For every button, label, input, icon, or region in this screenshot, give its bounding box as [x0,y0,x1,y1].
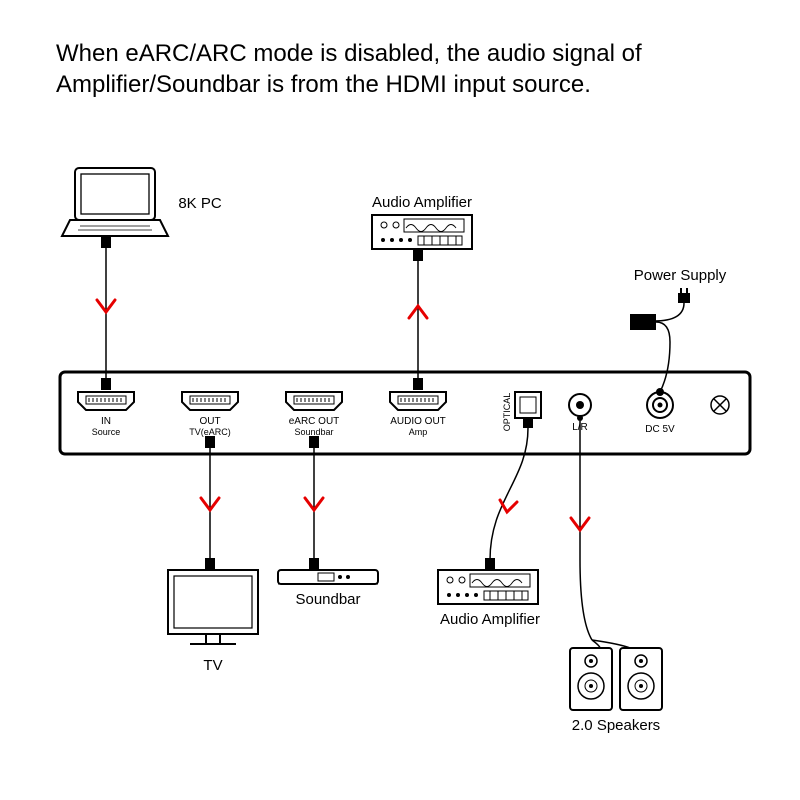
soundbar-label: Soundbar [295,591,360,608]
cable-amp-top [409,249,427,390]
cable-pc [97,236,115,390]
port-label-in-1: IN [101,416,111,427]
cable-amp-bottom [485,418,533,570]
hdmi-port-out-tv: OUT TV(eARC) [182,392,238,437]
speakers-icon: 2.0 Speakers [570,648,662,734]
power-supply-icon: Power Supply [630,267,727,396]
hdmi-port-audio-out: AUDIO OUT Amp [390,392,446,437]
port-label-out1-1: OUT [199,416,220,427]
amplifier-bottom-icon [438,570,538,604]
amp-bot-label: Audio Amplifier [440,611,540,628]
port-label-out3-1: AUDIO OUT [390,416,446,427]
amp-top-label: Audio Amplifier [372,194,472,211]
port-label-out2-2: Soundbar [294,427,333,437]
tv-label: TV [203,657,222,674]
pc-label: 8K PC [178,195,222,212]
tv-icon: TV [168,570,258,674]
cable-speakers [571,415,630,648]
cable-soundbar [305,436,323,570]
optical-label: OPTICAL [502,393,512,432]
dc-label: DC 5V [645,424,675,435]
hdmi-port-earc: eARC OUT Soundbar [286,392,342,437]
laptop-icon: 8K PC [62,168,222,236]
diagram-stage: IN Source OUT TV(eARC) eARC OUT Soundbar… [0,0,800,800]
soundbar-icon: Soundbar [278,570,378,608]
hdmi-port-in: IN Source [78,392,134,437]
screw-icon [711,396,729,414]
port-label-out2-1: eARC OUT [289,416,340,427]
optical-port: OPTICAL [502,392,541,431]
port-label-out3-2: Amp [409,427,428,437]
amplifier-top-icon: Audio Amplifier [372,194,472,249]
main-device-box [60,372,750,454]
speakers-label: 2.0 Speakers [572,717,660,734]
port-label-out1-2: TV(eARC) [189,427,231,437]
dc-port: DC 5V [645,392,675,435]
port-label-in-2: Source [92,427,121,437]
cable-tv [201,436,219,570]
power-label: Power Supply [634,267,727,284]
